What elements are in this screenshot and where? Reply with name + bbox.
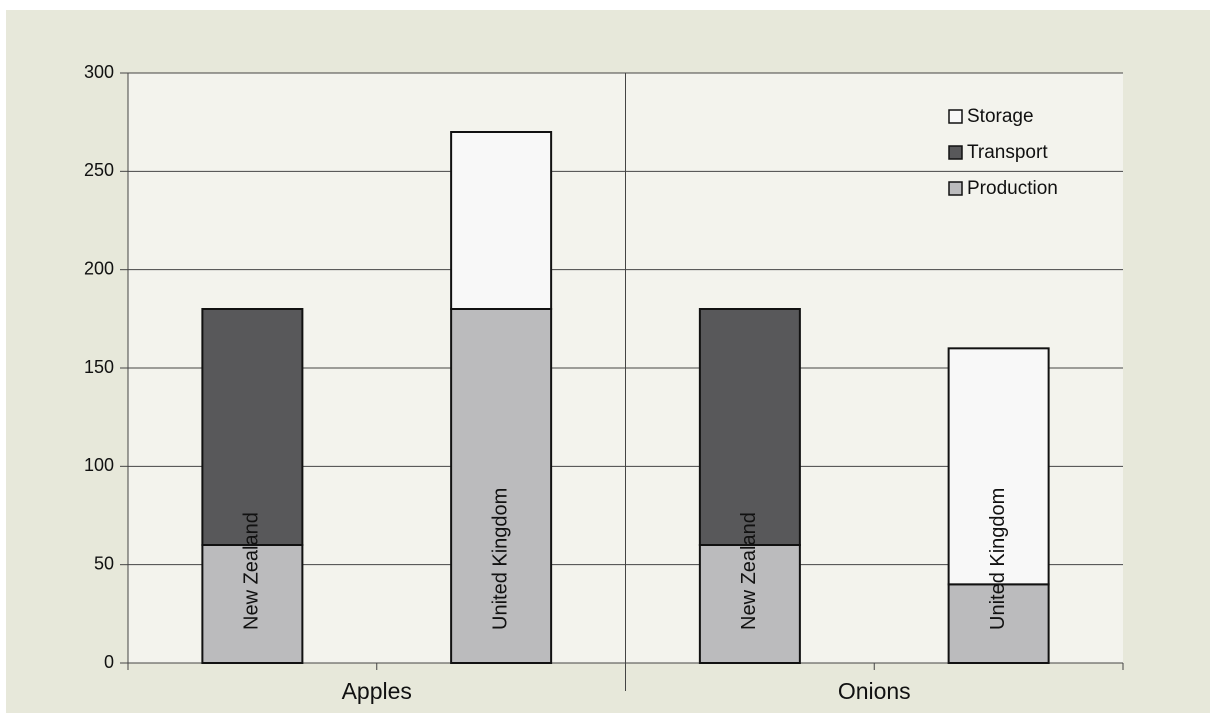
y-tick-label: 50 [94,553,114,573]
y-tick-label: 0 [104,652,114,672]
y-tick-label: 300 [84,62,114,82]
bar-segment [698,308,801,546]
y-tick-label: 250 [84,160,114,180]
legend-label: Production [967,178,1058,199]
y-tick-label: 100 [84,455,114,475]
bar-label: United Kingdom [987,488,1009,630]
bar-segment [201,544,304,664]
legend-swatch [948,109,963,124]
bar-label: New Zealand [738,512,760,630]
group-label: Apples [342,678,412,704]
y-tick-label: 150 [84,357,114,377]
bar-segment [450,308,553,664]
bar-segment [450,131,553,310]
legend-swatch [948,145,963,160]
legend-swatch [948,181,963,196]
legend-label: Storage [967,106,1034,127]
group-label: Onions [838,678,911,704]
bar-segment [947,347,1050,586]
y-tick-label: 200 [84,258,114,278]
bar-segment [201,308,304,546]
bar-segment [947,583,1050,664]
bar-segment [698,544,801,664]
bar-label: United Kingdom [489,488,511,630]
bar-label: New Zealand [241,512,263,630]
legend-label: Transport [967,142,1048,163]
